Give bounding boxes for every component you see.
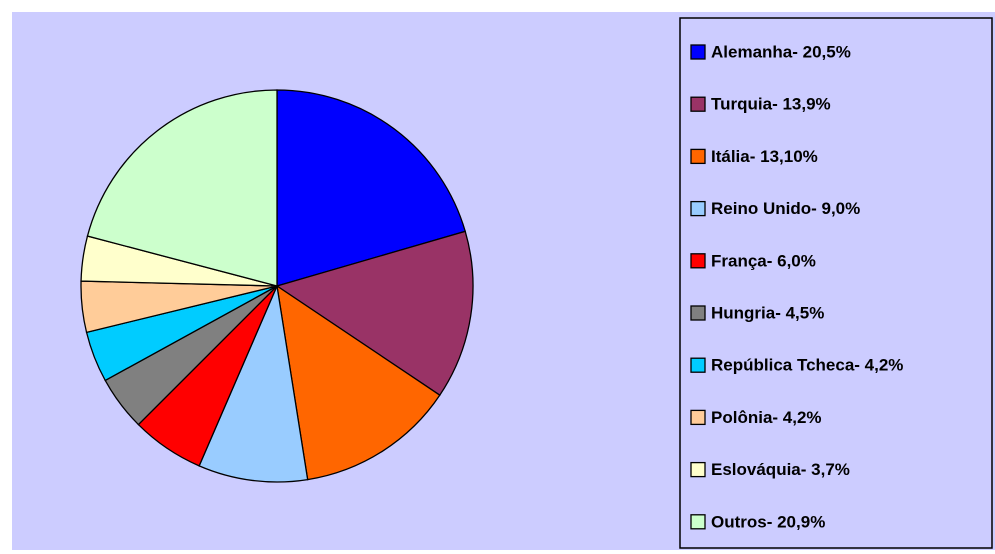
legend-label: Turquia- 13,9%: [711, 95, 831, 114]
legend-swatch: [690, 514, 706, 530]
legend-swatch: [690, 409, 706, 426]
pie-slice: [86, 89, 278, 287]
legend-box: [679, 17, 993, 549]
legend-label: Itália- 13,10%: [711, 147, 818, 166]
legend-label: Outros- 20,9%: [711, 512, 825, 531]
legend-label: Eslováquia- 3,7%: [711, 460, 850, 479]
legend-label: Alemanha- 20,5%: [711, 42, 851, 61]
legend-label: Hungria- 4,5%: [711, 303, 824, 322]
pie-slice: [276, 89, 467, 287]
pie-slice: [198, 283, 309, 483]
legend-swatch: [690, 96, 706, 112]
pie-slice: [275, 230, 474, 397]
legend-swatch: [690, 357, 706, 373]
pie-slice: [276, 284, 441, 481]
legend-label: República Tcheca- 4,2%: [711, 356, 903, 375]
legend-label: França- 6,0%: [711, 251, 816, 270]
legend-label: Reino Unido- 9,0%: [711, 199, 860, 218]
legend-swatch: [690, 253, 706, 269]
legend-label: Polônia- 4,2%: [711, 408, 822, 427]
legend-swatch: [690, 148, 706, 165]
legend-swatch: [690, 461, 706, 478]
legend-swatch: [690, 44, 706, 60]
legend-swatch: [690, 305, 706, 321]
legend-swatch: [690, 200, 706, 217]
